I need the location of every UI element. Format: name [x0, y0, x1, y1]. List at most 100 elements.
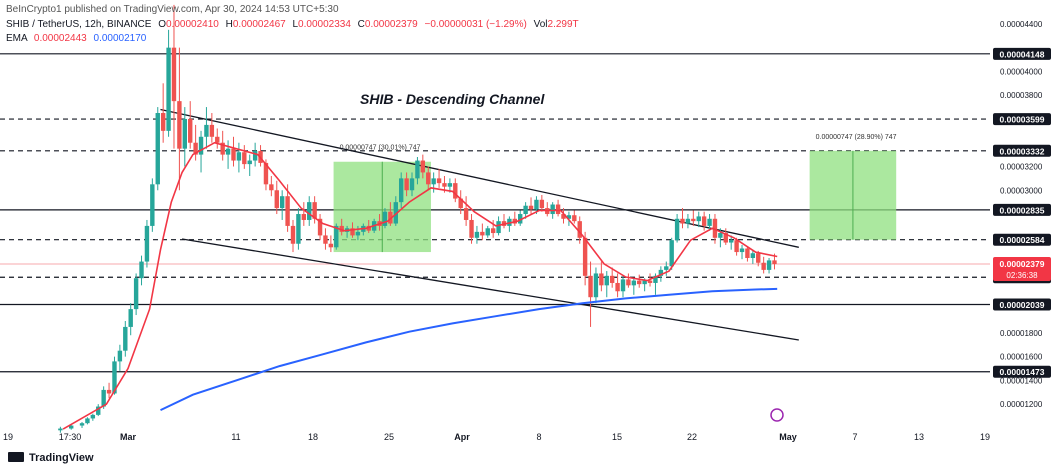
candle[interactable]: [231, 148, 236, 161]
candle[interactable]: [96, 406, 101, 415]
candle[interactable]: [750, 253, 756, 258]
candle[interactable]: [691, 218, 696, 222]
candle[interactable]: [209, 124, 215, 137]
candle[interactable]: [561, 214, 566, 219]
candle[interactable]: [490, 228, 496, 234]
candle[interactable]: [669, 240, 674, 267]
candle[interactable]: [534, 199, 539, 210]
candle[interactable]: [334, 225, 339, 248]
candle[interactable]: [409, 178, 415, 191]
candle[interactable]: [756, 253, 761, 263]
candle[interactable]: [723, 233, 728, 243]
candle[interactable]: [220, 142, 225, 155]
candle[interactable]: [463, 208, 469, 220]
candle[interactable]: [658, 269, 664, 276]
candle[interactable]: [555, 204, 561, 215]
candle[interactable]: [609, 275, 615, 283]
candle[interactable]: [355, 231, 361, 236]
candle[interactable]: [139, 261, 144, 279]
candle[interactable]: [242, 152, 247, 165]
candle[interactable]: [215, 136, 220, 143]
candle[interactable]: [323, 235, 328, 244]
candle[interactable]: [301, 214, 307, 220]
candle[interactable]: [718, 233, 723, 238]
candle[interactable]: [582, 237, 588, 276]
level-price-tag[interactable]: [993, 203, 1051, 216]
candle[interactable]: [631, 280, 637, 286]
candle[interactable]: [317, 218, 323, 236]
candle[interactable]: [58, 428, 63, 431]
candle[interactable]: [128, 309, 133, 327]
candle[interactable]: [680, 218, 685, 224]
candle[interactable]: [729, 240, 734, 243]
candle[interactable]: [69, 425, 74, 429]
candle[interactable]: [101, 389, 106, 407]
candle[interactable]: [620, 279, 626, 292]
candle[interactable]: [415, 160, 420, 179]
candle[interactable]: [664, 266, 669, 270]
candle[interactable]: [236, 152, 242, 161]
candle[interactable]: [431, 178, 436, 185]
candle[interactable]: [766, 260, 772, 270]
candle[interactable]: [404, 178, 409, 191]
candle[interactable]: [572, 215, 577, 222]
candle[interactable]: [263, 162, 269, 185]
candle[interactable]: [339, 225, 344, 232]
candle[interactable]: [366, 225, 371, 231]
candle[interactable]: [626, 279, 631, 286]
candle[interactable]: [712, 218, 718, 238]
candle[interactable]: [615, 282, 620, 292]
candle[interactable]: [637, 280, 642, 285]
candle[interactable]: [674, 218, 680, 241]
candle[interactable]: [350, 228, 355, 236]
candle[interactable]: [382, 211, 388, 226]
candle[interactable]: [274, 190, 279, 209]
ema-legend[interactable]: EMA 0.00002443 0.00002170: [6, 33, 146, 44]
candle[interactable]: [447, 183, 453, 187]
candle[interactable]: [739, 248, 745, 253]
candle[interactable]: [745, 248, 750, 258]
level-price-tag[interactable]: [993, 365, 1051, 378]
candle[interactable]: [453, 183, 458, 199]
candle[interactable]: [599, 273, 604, 286]
candle[interactable]: [307, 202, 312, 220]
candle[interactable]: [523, 205, 528, 215]
candle[interactable]: [496, 221, 501, 234]
candle[interactable]: [420, 160, 426, 173]
candle[interactable]: [426, 172, 431, 185]
candle[interactable]: [539, 199, 545, 209]
candle[interactable]: [328, 243, 334, 248]
level-price-tag[interactable]: [993, 298, 1051, 311]
candle[interactable]: [772, 260, 777, 265]
ema-slow-line[interactable]: [160, 287, 778, 412]
candle[interactable]: [123, 326, 128, 351]
candle[interactable]: [442, 183, 447, 187]
candle[interactable]: [85, 418, 90, 424]
candle[interactable]: [653, 275, 658, 283]
candle[interactable]: [550, 204, 555, 215]
candle[interactable]: [269, 184, 274, 191]
candle[interactable]: [480, 231, 485, 236]
candle[interactable]: [312, 202, 317, 219]
level-price-tag[interactable]: [993, 47, 1051, 60]
candle[interactable]: [577, 221, 582, 238]
candle[interactable]: [485, 228, 490, 236]
candle[interactable]: [518, 214, 523, 224]
candle[interactable]: [474, 231, 480, 238]
candle[interactable]: [171, 47, 177, 102]
candle[interactable]: [593, 273, 599, 298]
candle[interactable]: [117, 350, 123, 362]
candle[interactable]: [144, 225, 150, 262]
candle[interactable]: [225, 148, 231, 155]
candle[interactable]: [193, 142, 198, 155]
level-price-tag[interactable]: [993, 113, 1051, 126]
candle[interactable]: [285, 196, 290, 226]
candle[interactable]: [566, 215, 572, 219]
candle[interactable]: [642, 280, 647, 285]
candle[interactable]: [160, 113, 166, 131]
channel-line[interactable]: [160, 108, 799, 248]
candle[interactable]: [734, 240, 739, 253]
candle[interactable]: [166, 47, 171, 131]
candle[interactable]: [290, 225, 296, 244]
